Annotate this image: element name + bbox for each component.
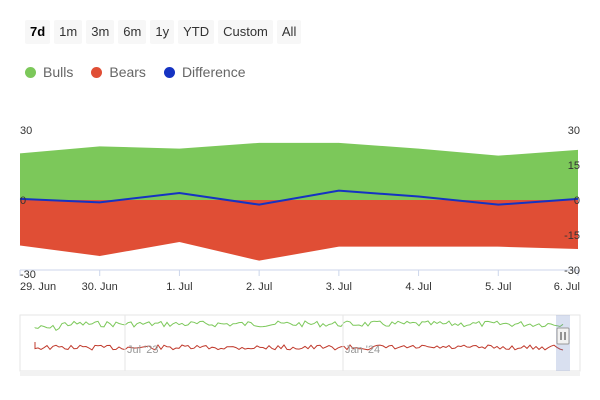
range-button-7d[interactable]: 7d xyxy=(25,20,51,44)
y-right-tick-label: 15 xyxy=(568,160,580,172)
range-button-1y[interactable]: 1y xyxy=(150,20,175,44)
navigator[interactable]: Jul '23 Jan '24 xyxy=(19,314,581,376)
series-areas xyxy=(19,142,579,261)
range-button-6m[interactable]: 6m xyxy=(118,20,147,44)
range-selector: 7d 1m 3m 6m 1y YTD Custom All xyxy=(25,20,302,44)
navigator-bears-line xyxy=(34,342,564,351)
line-difference xyxy=(19,189,579,206)
navigator-label: Jul '23 xyxy=(127,344,158,356)
x-tick-label: 29. Jun xyxy=(20,281,56,293)
navigator-label: Jan '24 xyxy=(345,344,380,356)
range-button-custom[interactable]: Custom xyxy=(218,20,273,44)
axes: 29. Jun 30. Jun 1. Jul 2. Jul 3. Jul 4. Jul 5.… xyxy=(19,125,580,293)
legend: Bulls Bears Difference xyxy=(25,64,246,80)
y-left-tick-label: 30 xyxy=(20,125,32,137)
range-button-3m[interactable]: 3m xyxy=(86,20,115,44)
area-bulls xyxy=(20,142,578,200)
difference-series xyxy=(19,189,579,206)
x-tick-label: 5. Jul xyxy=(485,281,511,293)
legend-item-bears[interactable]: Bears xyxy=(91,64,146,80)
y-right-tick-label: 30 xyxy=(568,125,580,137)
legend-label: Bears xyxy=(109,64,146,80)
y-right-tick-label: 0 xyxy=(574,195,580,207)
navigator-handle[interactable] xyxy=(556,327,570,345)
legend-marker-icon xyxy=(163,66,175,78)
range-button-ytd[interactable]: YTD xyxy=(178,20,215,44)
navigator-scrollbar-track xyxy=(20,371,580,376)
y-left-tick-label: -30 xyxy=(20,269,36,281)
legend-marker-icon xyxy=(25,66,36,78)
legend-marker-icon xyxy=(91,66,103,78)
x-tick-label: 30. Jun xyxy=(82,281,118,293)
x-tick-label: 2. Jul xyxy=(246,281,272,293)
range-button-all[interactable]: All xyxy=(276,20,302,44)
range-button-1m[interactable]: 1m xyxy=(54,20,83,44)
legend-item-bulls[interactable]: Bulls xyxy=(25,64,73,80)
x-tick-label: 6. Jul xyxy=(554,281,580,293)
area-bears xyxy=(20,200,578,261)
x-tick-label: 4. Jul xyxy=(405,281,431,293)
legend-label: Difference xyxy=(181,64,246,80)
legend-label: Bulls xyxy=(43,64,74,80)
navigator-bulls-line xyxy=(34,320,564,331)
x-tick-label: 3. Jul xyxy=(326,281,352,293)
y-right-tick-label: -15 xyxy=(564,230,580,242)
y-right-tick-label: -30 xyxy=(564,265,580,277)
y-left-tick-label: 0 xyxy=(20,195,26,207)
legend-item-difference[interactable]: Difference xyxy=(163,64,246,80)
x-tick-label: 1. Jul xyxy=(166,281,192,293)
